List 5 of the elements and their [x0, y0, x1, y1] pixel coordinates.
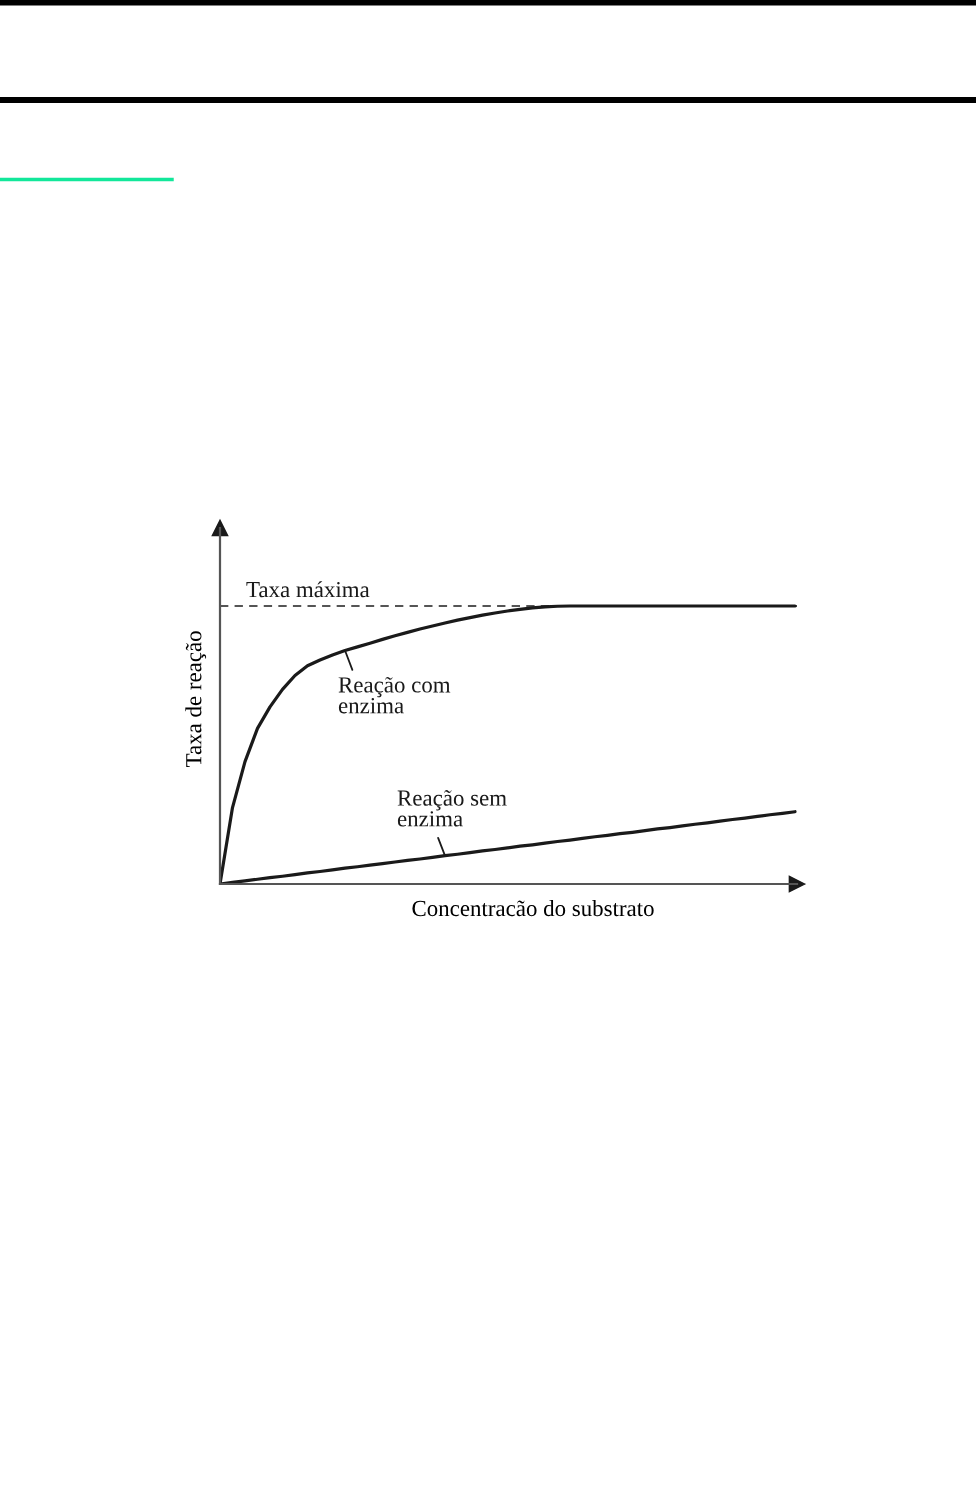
y-axis-title: Taxa de reação — [185, 631, 207, 767]
legend-label: Reação com enzima — [338, 676, 451, 714]
series-label: Reação sem enzima — [397, 790, 507, 827]
x-axis-title: Concentracão do substrato — [412, 900, 654, 917]
ref-line-label: Taxa máxima — [246, 581, 370, 598]
